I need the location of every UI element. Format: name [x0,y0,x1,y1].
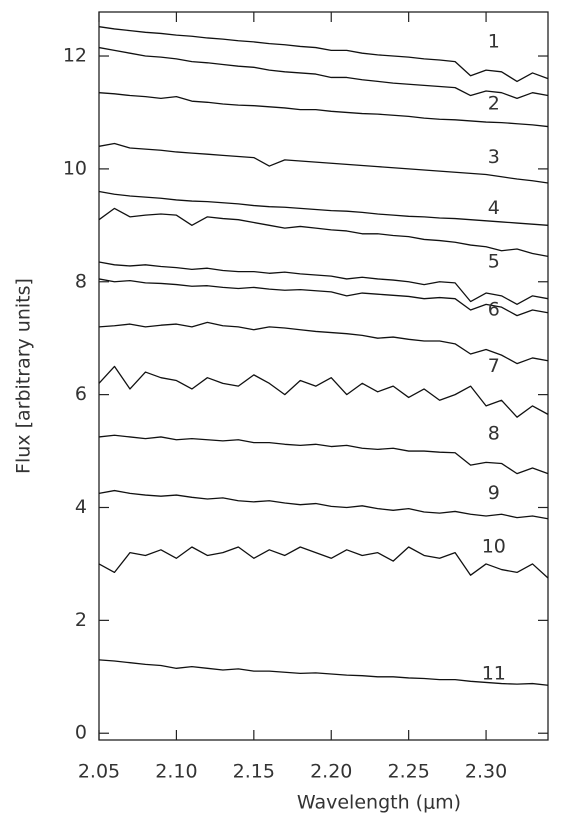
y-tick-label: 10 [63,157,87,179]
spectrum-line [98,365,549,418]
x-tick-label: 2.20 [310,761,352,783]
y-tick-label: 4 [75,496,87,518]
spectrum-line [98,321,549,365]
x-tick-label: 2.15 [233,761,275,783]
y-tick-label: 12 [63,45,87,67]
spectrum-line [98,434,549,475]
spectrum-label: 11 [482,662,506,684]
y-tick-label: 8 [75,270,87,292]
y-tick-label: 0 [75,722,87,744]
y-axis-title: Flux [arbitrary units] [13,278,35,474]
spectrum-line [98,207,549,257]
spectrum-line [98,46,549,99]
x-tick-label: 2.05 [78,761,120,783]
spectrum-label: 9 [488,482,500,504]
spectrum-label: 8 [488,423,500,445]
spectrum-line [98,142,549,184]
spectrum-label: 10 [482,535,506,557]
spectrum-label: 3 [488,146,500,168]
spectrum-line [98,92,549,128]
spectrum-line [98,659,549,686]
y-tick-label: 2 [75,609,87,631]
spectrum-label: 5 [488,251,500,273]
x-tick-label: 2.25 [387,761,429,783]
spectrum-label: 6 [488,298,500,320]
x-tick-label: 2.30 [465,761,507,783]
spectrum-label: 2 [488,92,500,114]
x-axis-title: Wavelength (μm) [297,792,461,814]
spectrum-line [98,278,549,317]
spectrum-line [98,26,549,83]
spectrum-line [98,190,549,226]
spectrum-line [98,489,549,520]
spectrum-line [98,261,549,305]
x-tick-label: 2.10 [155,761,197,783]
spectrum-label: 1 [488,30,500,52]
spectrum-label: 7 [488,355,500,377]
plot-frame [98,11,549,741]
spectrum-line [98,546,549,579]
y-tick-label: 6 [75,383,87,405]
spectrum-label: 4 [488,197,500,219]
